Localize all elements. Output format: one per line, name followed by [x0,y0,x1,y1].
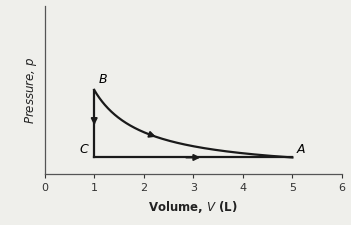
Text: C: C [80,143,88,156]
Y-axis label: Pressure, $p$: Pressure, $p$ [23,56,39,124]
X-axis label: Volume, $V$ (L): Volume, $V$ (L) [148,199,238,215]
Text: B: B [98,73,107,86]
Text: A: A [296,143,305,156]
